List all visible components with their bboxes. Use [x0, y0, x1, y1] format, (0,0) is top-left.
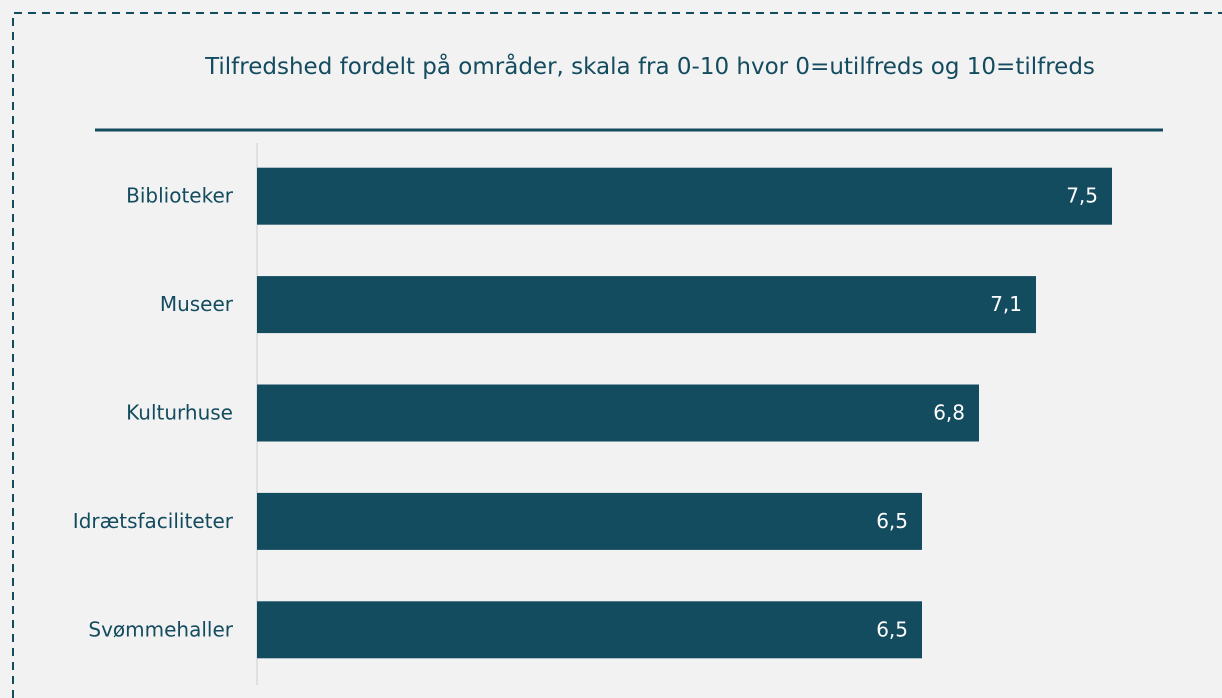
y-tick-label: Kulturhuse [126, 401, 233, 425]
bar [257, 276, 1036, 334]
bar [257, 492, 922, 550]
y-tick-label: Svømmehaller [88, 617, 233, 641]
y-tick-label: Idrætsfaciliteter [73, 509, 234, 533]
y-tick-label: Museer [160, 292, 234, 316]
bar [257, 167, 1112, 225]
bar [257, 384, 979, 442]
bar [257, 601, 922, 659]
chart-title: Tilfredshed fordelt på områder, skala fr… [205, 54, 1095, 80]
value-label: 6,5 [876, 509, 908, 533]
value-label: 7,5 [1066, 184, 1098, 208]
dashed-border [12, 12, 1222, 698]
y-tick-label: Biblioteker [126, 184, 234, 208]
value-label: 7,1 [990, 292, 1022, 316]
value-label: 6,8 [933, 401, 965, 425]
value-label: 6,5 [876, 617, 908, 641]
